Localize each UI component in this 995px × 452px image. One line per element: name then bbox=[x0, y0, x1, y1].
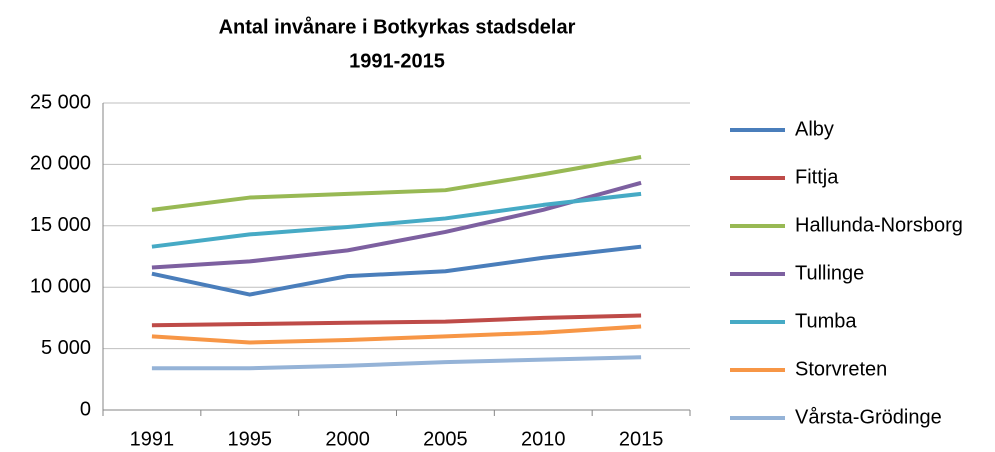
y-tick-label: 0 bbox=[80, 398, 91, 420]
chart-title: 1991-2015 bbox=[349, 50, 445, 72]
y-tick-label: 15 000 bbox=[30, 214, 91, 236]
x-tick-label: 1991 bbox=[130, 428, 175, 450]
legend-label: Storvreten bbox=[795, 358, 887, 380]
legend-label: Tullinge bbox=[795, 262, 864, 284]
x-tick-label: 2005 bbox=[423, 428, 468, 450]
y-tick-label: 10 000 bbox=[30, 275, 91, 297]
series-line bbox=[151, 244, 642, 297]
legend-label: Alby bbox=[795, 118, 834, 140]
legend-label: Hallunda-Norsborg bbox=[795, 214, 963, 236]
y-tick-label: 20 000 bbox=[30, 153, 91, 175]
series-line bbox=[151, 313, 642, 328]
series-line bbox=[151, 155, 642, 212]
x-tick-label: 1995 bbox=[228, 428, 273, 450]
x-tick-label: 2015 bbox=[619, 428, 664, 450]
legend-label: Vårsta-Grödinge bbox=[795, 406, 942, 428]
y-tick-label: 25 000 bbox=[30, 91, 91, 113]
x-tick-label: 2000 bbox=[325, 428, 370, 450]
y-tick-label: 5 000 bbox=[41, 337, 91, 359]
series-line bbox=[151, 355, 642, 371]
chart-title: Antal invånare i Botkyrkas stadsdelar bbox=[219, 15, 576, 38]
x-tick-label: 2010 bbox=[521, 428, 566, 450]
series-line bbox=[151, 191, 642, 249]
series-line bbox=[151, 180, 642, 270]
legend-label: Fittja bbox=[795, 166, 839, 188]
series-line bbox=[151, 324, 642, 345]
legend-label: Tumba bbox=[795, 310, 857, 332]
